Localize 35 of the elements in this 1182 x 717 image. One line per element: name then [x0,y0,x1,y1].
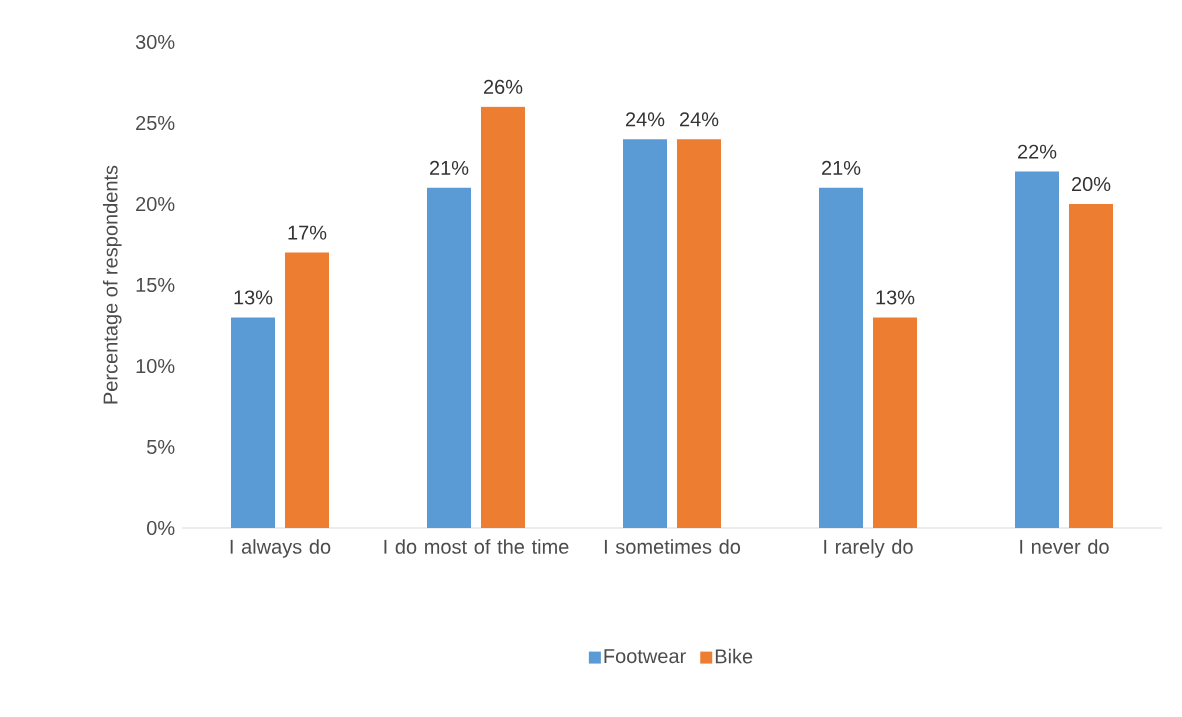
y-tick-label: 10% [136,358,175,374]
bar [1015,171,1060,528]
x-tick-label: I do most of the time [384,539,569,554]
x-tick-label: I never do [1020,539,1109,554]
bar [481,106,526,528]
legend-label: Footwear [604,649,686,664]
bar [623,139,668,528]
x-tick-label: I sometimes do [604,539,741,554]
data-label: 21% [429,160,469,175]
data-label: 26% [483,79,523,94]
data-label: 24% [626,112,665,127]
bar [819,187,864,528]
data-label: 21% [822,160,861,175]
legend-label: Bike [715,648,753,664]
data-label: 22% [1018,144,1057,159]
y-axis-title: Percentage of respondents [102,165,122,404]
bar [873,317,918,528]
data-label: 13% [876,290,915,305]
y-tick-label: 25% [136,115,175,131]
y-tick-label: 20% [136,196,175,212]
y-tick-label: 0% [147,520,175,536]
data-label: 20% [1072,176,1111,192]
data-label: 13% [234,290,273,305]
data-label: 24% [680,112,719,127]
bar [1069,204,1114,528]
data-label: 17% [288,225,327,240]
bar [427,187,471,528]
x-tick-label: I rarely do [824,539,913,558]
y-tick-label: 15% [136,277,175,293]
bar [285,252,329,528]
bar [231,317,275,528]
y-tick-label: 30% [135,34,175,50]
y-tick-label: 5% [147,439,175,455]
bar [677,139,722,528]
x-tick-label: I always do [230,539,331,558]
